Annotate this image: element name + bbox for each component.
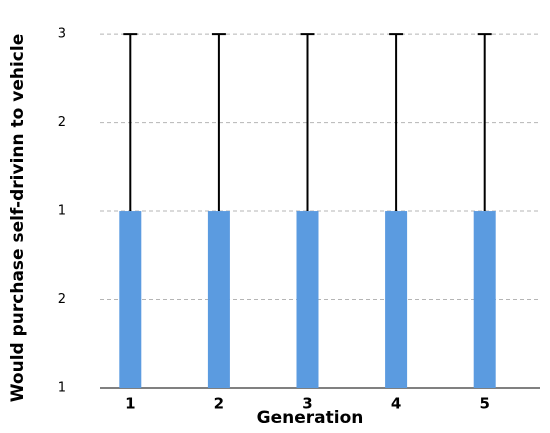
y-tick-label: 2 <box>58 292 66 307</box>
y-tick-label: 1 <box>58 204 66 219</box>
y-axis-title: Would purchase self-drivinn to vehicle <box>8 34 28 402</box>
bar <box>296 211 319 388</box>
y-tick-label: 3 <box>58 27 66 42</box>
x-tick-label: 4 <box>391 395 401 413</box>
bar <box>119 211 142 388</box>
bar <box>207 211 230 388</box>
bar <box>385 211 408 388</box>
y-tick-label: 1 <box>58 381 66 396</box>
x-axis-title: Generation <box>257 408 364 428</box>
x-tick-label: 2 <box>214 395 224 413</box>
x-tick-label: 1 <box>125 395 135 413</box>
y-tick-label: 2 <box>58 115 66 130</box>
x-tick-label: 3 <box>302 395 312 413</box>
x-tick-label: 5 <box>479 395 489 413</box>
bar <box>473 211 496 388</box>
